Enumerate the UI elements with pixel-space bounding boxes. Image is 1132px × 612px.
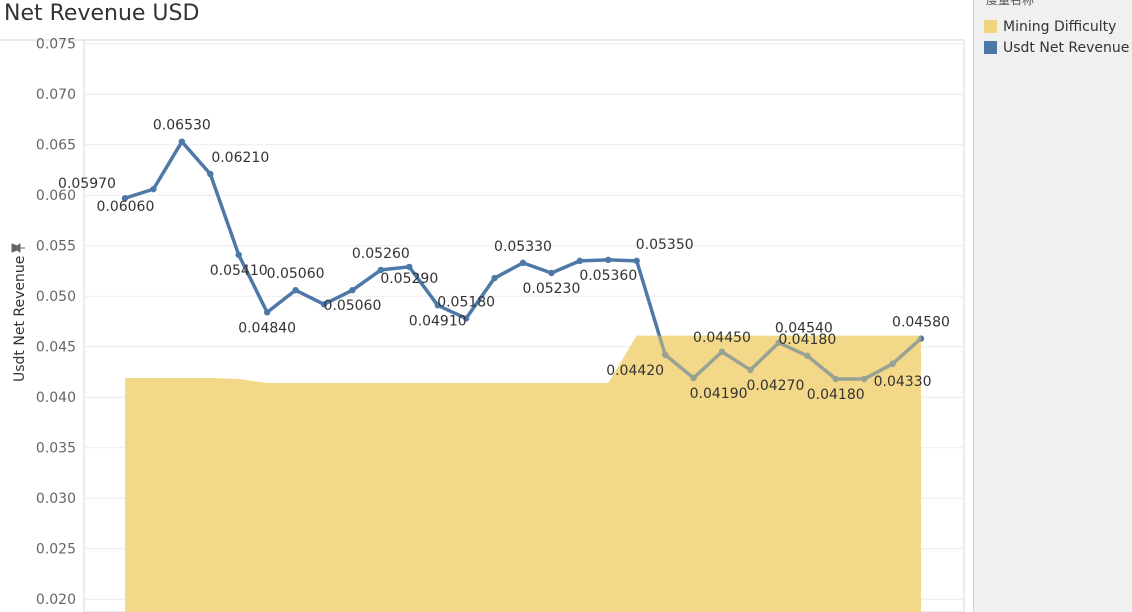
data-label: 0.04910 [409, 313, 467, 329]
revenue-point [320, 301, 328, 308]
revenue-point [207, 170, 214, 178]
y-tick-label: 0.040 [36, 390, 76, 406]
revenue-point [917, 335, 925, 342]
revenue-point [292, 286, 299, 294]
y-tick-label: 0.045 [36, 340, 76, 356]
chart-title: Net Revenue USD [4, 1, 200, 26]
data-label: 0.04190 [690, 386, 748, 402]
y-tick-label: 0.070 [36, 87, 76, 103]
legend-item-mining-difficulty[interactable]: Mining Difficulty [984, 16, 1129, 37]
revenue-point [605, 256, 612, 264]
data-label: 0.05290 [380, 271, 438, 287]
revenue-point [406, 263, 413, 271]
legend-title: 度量名称 [986, 0, 1035, 7]
revenue-point [235, 251, 242, 258]
revenue-point [661, 351, 669, 358]
revenue-point [121, 195, 129, 202]
y-axis-ticks: 0.075 0.070 0.065 0.060 0.055 0.050 0.045 0.040… [36, 37, 76, 609]
revenue-point [804, 352, 811, 359]
data-label: 0.04840 [238, 320, 296, 336]
y-tick-label: 0.030 [36, 491, 76, 507]
y-tick-label: 0.055 [36, 239, 76, 255]
revenue-point [690, 374, 697, 382]
revenue-point [576, 257, 584, 265]
revenue-point [519, 259, 527, 267]
y-tick-label: 0.020 [36, 592, 76, 608]
revenue-point [462, 315, 470, 322]
legend-item-usdt-net-revenue[interactable]: Usdt Net Revenue [984, 37, 1129, 58]
legend-label: Mining Difficulty [1003, 18, 1117, 35]
revenue-point [832, 375, 839, 383]
data-label: 0.04420 [606, 363, 664, 379]
y-tick-label: 0.075 [36, 37, 76, 53]
data-label: 0.04180 [778, 332, 836, 348]
data-label: 0.05360 [579, 268, 637, 284]
revenue-point [860, 375, 868, 383]
data-label: 0.04330 [874, 374, 932, 390]
y-tick-label: 0.025 [36, 542, 76, 558]
data-label: 0.04450 [693, 330, 751, 346]
legend: Mining Difficulty Usdt Net Revenue [984, 16, 1129, 58]
data-label: 0.05060 [267, 266, 325, 282]
y-tick-label: 0.065 [36, 138, 76, 154]
revenue-point [548, 269, 555, 277]
pin-icon[interactable] [11, 243, 25, 253]
data-label: 0.04180 [807, 387, 865, 403]
revenue-point [775, 339, 783, 346]
revenue-point [178, 138, 186, 145]
data-label: 0.04580 [892, 315, 950, 331]
data-label: 0.05180 [437, 294, 495, 310]
data-label: 0.06060 [96, 199, 154, 215]
revenue-point [633, 257, 640, 265]
revenue-point [718, 348, 726, 355]
revenue-point [263, 309, 271, 316]
revenue-point [377, 266, 385, 274]
revenue-point [434, 302, 441, 309]
y-axis-label: Usdt Net Revenue [12, 256, 28, 382]
data-label: 0.05350 [636, 237, 694, 253]
revenue-point [889, 360, 896, 368]
data-label: 0.04540 [775, 321, 833, 337]
data-label: 0.05410 [210, 263, 268, 279]
revenue-point [349, 286, 356, 294]
data-label: 0.05060 [323, 298, 381, 314]
revenue-line-layer [121, 138, 925, 612]
data-label: 0.06530 [153, 118, 211, 134]
data-label: 0.05260 [352, 246, 410, 262]
legend-panel [973, 0, 1132, 612]
legend-swatch-mining-difficulty [984, 20, 997, 33]
data-label: 0.04270 [746, 378, 804, 394]
data-label: 0.06210 [211, 150, 269, 166]
legend-label: Usdt Net Revenue [1003, 39, 1130, 56]
y-tick-label: 0.035 [36, 441, 76, 457]
chart-area: 0.075 0.070 0.065 0.060 0.055 0.050 0.045 0.040… [0, 37, 965, 612]
y-tick-label: 0.060 [36, 188, 76, 204]
revenue-point [150, 185, 157, 193]
y-tick-label: 0.050 [36, 289, 76, 305]
legend-swatch-usdt-net-revenue [984, 41, 997, 54]
mining-difficulty-area [125, 335, 921, 612]
revenue-point [747, 366, 754, 374]
data-label: 0.05970 [58, 176, 116, 192]
difficulty-area-layer [125, 335, 921, 612]
mining-difficulty-overlay [125, 335, 921, 612]
data-label: 0.05330 [494, 239, 552, 255]
revenue-point [491, 274, 498, 282]
data-label: 0.05230 [522, 281, 580, 297]
